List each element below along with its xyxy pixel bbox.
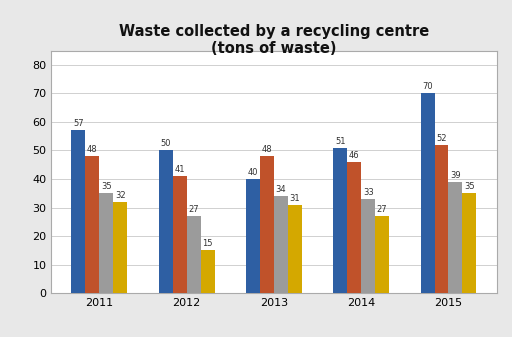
- Text: 57: 57: [73, 120, 84, 128]
- Text: 27: 27: [377, 205, 388, 214]
- Bar: [86, 156, 99, 293]
- Bar: [435, 145, 449, 293]
- Text: 35: 35: [101, 182, 112, 191]
- Bar: [288, 205, 302, 293]
- Bar: [375, 216, 389, 293]
- Text: 39: 39: [450, 171, 461, 180]
- Text: 46: 46: [349, 151, 359, 160]
- Bar: [72, 130, 86, 293]
- Bar: [113, 202, 127, 293]
- Bar: [159, 150, 173, 293]
- Text: 48: 48: [262, 145, 272, 154]
- Text: 41: 41: [175, 165, 185, 174]
- Text: 70: 70: [422, 82, 433, 91]
- Bar: [333, 148, 347, 293]
- Bar: [201, 250, 215, 293]
- Text: 34: 34: [275, 185, 286, 194]
- Bar: [347, 162, 361, 293]
- Bar: [187, 216, 201, 293]
- Text: 27: 27: [188, 205, 199, 214]
- Bar: [99, 193, 113, 293]
- Bar: [274, 196, 288, 293]
- Bar: [246, 179, 260, 293]
- Text: 15: 15: [202, 239, 213, 248]
- Text: 31: 31: [290, 194, 300, 203]
- Text: 48: 48: [87, 145, 98, 154]
- Text: 51: 51: [335, 136, 346, 146]
- Bar: [173, 176, 187, 293]
- Text: 33: 33: [363, 188, 374, 197]
- Text: 32: 32: [115, 191, 125, 200]
- Bar: [449, 182, 462, 293]
- Bar: [420, 93, 435, 293]
- Text: 40: 40: [248, 168, 258, 177]
- Bar: [462, 193, 476, 293]
- Bar: [361, 199, 375, 293]
- Text: 50: 50: [160, 140, 171, 149]
- Text: 35: 35: [464, 182, 475, 191]
- Text: 52: 52: [436, 134, 447, 143]
- Text: Waste collected by a recycling centre
(tons of waste): Waste collected by a recycling centre (t…: [119, 24, 429, 56]
- Bar: [260, 156, 274, 293]
